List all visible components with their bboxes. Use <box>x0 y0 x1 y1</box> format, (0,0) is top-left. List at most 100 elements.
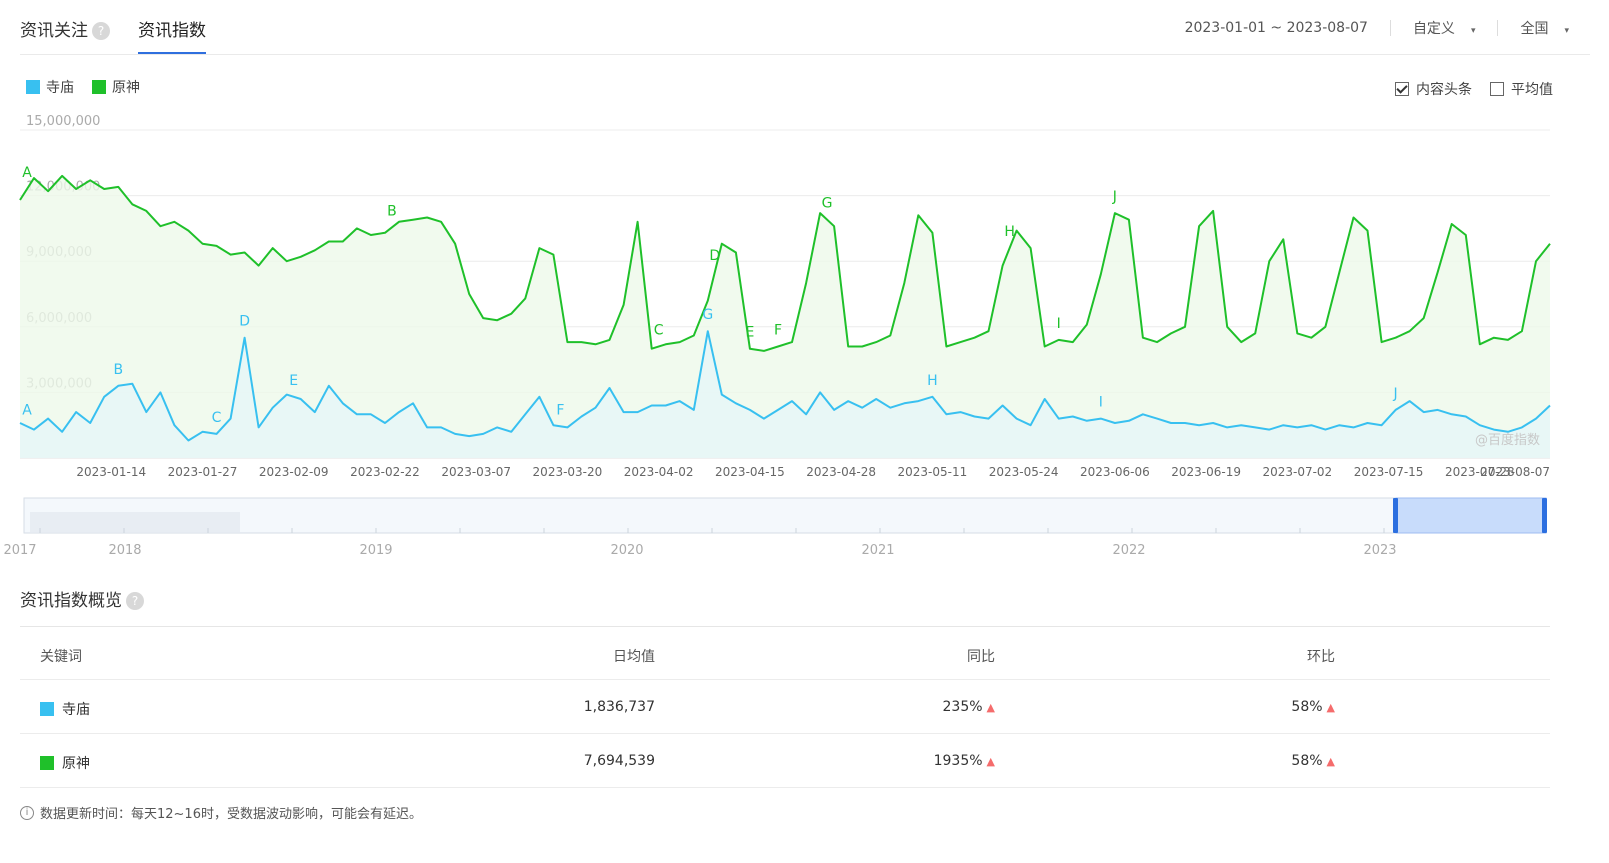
navigator-year-label: 2023 <box>1363 543 1396 558</box>
row-mom: 58% ▲ <box>20 753 1335 769</box>
x-tick-label: 2023-04-15 <box>715 465 785 479</box>
watermark: @百度指数 <box>1475 432 1540 448</box>
help-icon[interactable]: ? <box>92 22 110 40</box>
annotation-marker: H <box>1004 224 1015 240</box>
annotation-marker: G <box>702 307 713 323</box>
header-daily-avg: 日均值 <box>613 649 655 665</box>
checkbox-empty-icon <box>1490 82 1504 96</box>
headline-checkbox-label: 内容头条 <box>1416 82 1472 98</box>
mode-select[interactable]: 自定义 ▾ <box>1413 18 1476 38</box>
checkbox-checked-icon <box>1395 82 1409 96</box>
arrow-up-icon: ▲ <box>1326 755 1335 768</box>
x-tick-label: 2023-03-07 <box>441 465 511 479</box>
region-select[interactable]: 全国 ▾ <box>1520 18 1569 38</box>
filter-controls: 2023-01-01 ~ 2023-08-07 自定义 ▾ 全国 ▾ <box>1185 18 1569 38</box>
x-tick-label: 2023-01-27 <box>168 465 238 479</box>
legend-item-genshin[interactable]: 原神 <box>92 77 140 97</box>
date-range-picker[interactable]: 2023-01-01 ~ 2023-08-07 <box>1184 20 1368 36</box>
navigator-year-label: 2022 <box>1112 543 1145 558</box>
region-select-label: 全国 <box>1520 21 1549 37</box>
row-mom: 58% ▲ <box>20 699 1335 715</box>
navigator-year-label: 2020 <box>610 543 643 558</box>
series-line-genshin <box>19 174 1551 352</box>
divider <box>1389 20 1391 36</box>
x-tick-label: 2023-01-14 <box>76 465 146 479</box>
x-tick-label: 2023-02-22 <box>350 465 420 479</box>
table-row: 寺庙 1,836,737 235% ▲ 58% ▲ <box>20 680 1550 734</box>
annotation-marker: C <box>654 322 664 338</box>
x-tick-label: 2023-04-02 <box>624 465 694 479</box>
row-keyword: 原神 <box>40 753 90 773</box>
navigator-handle-left[interactable] <box>1393 498 1398 533</box>
row-swatch <box>40 756 54 770</box>
x-tick-label: 2023-06-19 <box>1171 465 1241 479</box>
annotation-marker: A <box>22 165 32 181</box>
header-mom: 环比 <box>1307 649 1335 665</box>
navigator-mini-series <box>30 512 240 532</box>
annotation-marker: F <box>774 322 782 338</box>
annotation-marker: J <box>1393 386 1398 402</box>
navigator-handle-right[interactable] <box>1542 498 1547 533</box>
annotation-marker: I <box>1057 316 1061 332</box>
average-checkbox-label: 平均值 <box>1511 82 1553 98</box>
annotation-marker: E <box>745 325 754 341</box>
row-daily-avg: 1,836,737 <box>583 699 655 715</box>
annotation-marker: E <box>289 373 298 389</box>
x-tick-label: 2023-07-15 <box>1354 465 1424 479</box>
row-keyword: 寺庙 <box>40 699 90 719</box>
navigator-selection[interactable] <box>1395 497 1547 534</box>
legend-label-temple: 寺庙 <box>46 80 74 96</box>
annotation-marker: B <box>387 203 397 219</box>
range-navigator[interactable]: 2017 2018 2019 2020 2021 2022 2023 <box>0 492 1609 562</box>
info-icon: i <box>20 805 34 820</box>
row-yoy-value: 235% <box>942 699 983 715</box>
navigator-year-label: 2019 <box>359 543 392 558</box>
caret-down-icon: ▾ <box>1564 26 1569 36</box>
headline-checkbox[interactable]: 内容头条 <box>1395 79 1472 99</box>
annotation-marker: B <box>113 362 123 378</box>
annotation-marker: J <box>1112 189 1117 205</box>
annotation-marker: D <box>709 248 720 264</box>
tab-bar: 资讯关注? 资讯指数 <box>20 0 1590 55</box>
help-icon[interactable]: ? <box>126 592 144 610</box>
x-tick-label: 2023-08-07 <box>1480 465 1550 479</box>
legend-swatch-genshin <box>92 80 106 94</box>
row-mom-value: 58% <box>1291 699 1323 715</box>
x-tick-label: 2023-04-28 <box>806 465 876 479</box>
divider <box>1497 20 1499 36</box>
annotation-marker: A <box>22 402 32 418</box>
header-keyword: 关键词 <box>40 649 82 665</box>
x-tick-label: 2023-03-20 <box>533 465 603 479</box>
navigator-track <box>23 497 1547 534</box>
series-area-temple <box>20 331 1550 458</box>
row-keyword-label: 寺庙 <box>62 702 90 718</box>
x-tick-label: 2023-05-11 <box>898 465 968 479</box>
legend-item-temple[interactable]: 寺庙 <box>26 77 74 97</box>
row-mom-value: 58% <box>1291 753 1323 769</box>
average-checkbox[interactable]: 平均值 <box>1490 79 1553 99</box>
annotation-marker: C <box>212 410 222 426</box>
arrow-up-icon: ▲ <box>986 701 995 714</box>
table-row: 原神 7,694,539 1935% ▲ 58% ▲ <box>20 734 1550 788</box>
y-tick-label: 15,000,000 <box>26 114 100 129</box>
header-yoy: 同比 <box>967 649 995 665</box>
tab-follow[interactable]: 资讯关注? <box>20 16 110 41</box>
series-line-temple <box>19 330 1551 442</box>
annotation-marker: D <box>239 314 250 330</box>
series-area-genshin <box>20 175 1550 458</box>
x-tick-label: 2023-06-06 <box>1080 465 1150 479</box>
tab-index[interactable]: 资讯指数 <box>138 16 206 54</box>
legend-label-genshin: 原神 <box>112 80 140 96</box>
overview-title: 资讯指数概览? <box>20 586 144 611</box>
x-tick-label: 2023-07-28 <box>1445 465 1515 479</box>
x-tick-label: 2023-07-02 <box>1262 465 1332 479</box>
trend-chart: 15,000,00012,000,0009,000,0006,000,0003,… <box>19 114 1551 479</box>
navigator-year-label: 2021 <box>861 543 894 558</box>
arrow-up-icon: ▲ <box>986 755 995 768</box>
navigator-year-label: 2018 <box>108 543 141 558</box>
annotation-marker: F <box>556 402 564 418</box>
table-header: 关键词 日均值 同比 环比 <box>20 626 1550 680</box>
row-daily-avg: 7,694,539 <box>583 753 655 769</box>
x-tick-label: 2023-05-24 <box>989 465 1059 479</box>
annotation-marker: G <box>822 196 833 212</box>
